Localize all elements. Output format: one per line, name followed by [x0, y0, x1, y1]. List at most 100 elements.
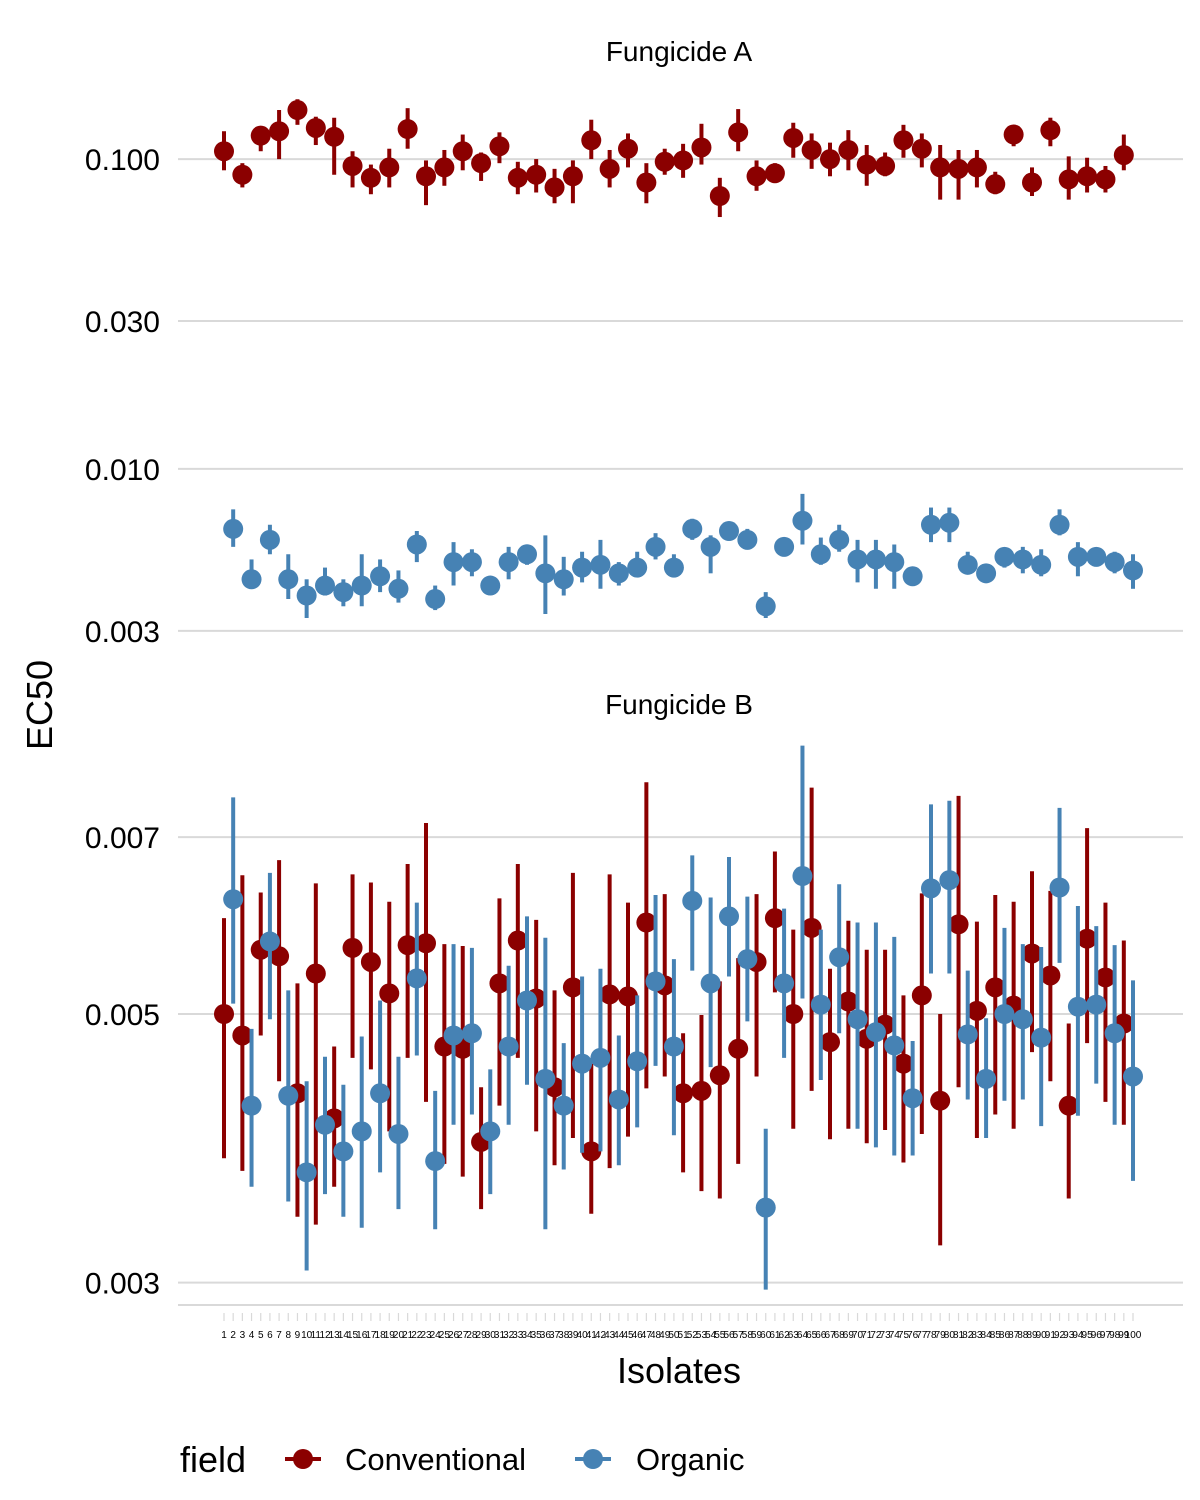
point-organic — [1086, 546, 1107, 567]
point-conventional — [489, 973, 510, 994]
x-axis-title: Isolates — [617, 1350, 741, 1391]
x-tick-label: 22 — [411, 1330, 423, 1341]
point-conventional — [801, 917, 822, 938]
x-tick-label: 57 — [733, 1330, 745, 1341]
x-tick-label: 79 — [935, 1330, 947, 1341]
point-organic — [1049, 877, 1070, 898]
point-organic — [1012, 1009, 1033, 1030]
point-organic — [241, 569, 262, 590]
point-conventional — [618, 986, 638, 1007]
point-conventional — [599, 984, 620, 1005]
point-organic — [939, 512, 960, 533]
x-tick-label: 78 — [925, 1330, 937, 1341]
point-organic — [755, 1197, 776, 1218]
y-tick-label: 0.030 — [85, 306, 160, 339]
point-organic — [443, 552, 464, 573]
x-tick-label: 56 — [723, 1330, 735, 1341]
x-tick-label: 18 — [375, 1330, 387, 1341]
point-organic — [700, 536, 721, 557]
x-tick-label: 62 — [779, 1330, 791, 1341]
x-tick-label: 88 — [1017, 1330, 1029, 1341]
facet-fungicide-b: Fungicide B 0.007 0.005 0.003 — [85, 689, 1183, 1301]
x-tick-label: 28 — [466, 1330, 478, 1341]
point-conventional — [379, 157, 400, 178]
x-tick-label: 14 — [338, 1330, 350, 1341]
point-organic — [1067, 996, 1088, 1017]
point-conventional — [948, 158, 969, 179]
point-organic — [645, 536, 666, 557]
point-organic — [259, 931, 280, 952]
point-organic — [1104, 552, 1125, 573]
legend-label-conventional: Conventional — [345, 1442, 526, 1477]
point-organic — [1049, 514, 1070, 535]
point-organic — [608, 1089, 629, 1110]
point-organic — [406, 534, 427, 555]
point-organic — [535, 563, 556, 584]
point-organic — [774, 973, 795, 994]
x-tick-label: 73 — [880, 1330, 892, 1341]
x-tick-label: 52 — [687, 1330, 699, 1341]
x-tick-label: 69 — [843, 1330, 855, 1341]
legend-key-dot-conventional — [293, 1449, 313, 1469]
x-tick-label: 8 — [285, 1330, 291, 1341]
point-organic — [535, 1068, 556, 1089]
point-conventional — [673, 1083, 694, 1104]
point-conventional — [360, 167, 381, 188]
point-organic — [517, 544, 537, 565]
x-tick-label: 45 — [622, 1330, 634, 1341]
point-organic — [461, 1023, 482, 1044]
x-tick-label: 13 — [329, 1330, 341, 1341]
point-organic — [902, 1088, 923, 1109]
point-organic — [1031, 1027, 1052, 1048]
point-conventional — [838, 139, 859, 160]
point-conventional — [342, 155, 363, 176]
x-tick-label: 26 — [448, 1330, 460, 1341]
point-organic — [370, 566, 391, 587]
point-organic — [810, 994, 831, 1015]
x-tick-label: 91 — [1045, 1330, 1057, 1341]
x-tick-label: 76 — [907, 1330, 919, 1341]
x-tick-label: 19 — [384, 1330, 396, 1341]
point-organic — [1104, 1023, 1125, 1044]
point-organic — [994, 546, 1015, 567]
point-organic — [388, 1123, 409, 1144]
x-tick-label: 46 — [632, 1330, 644, 1341]
point-organic — [223, 889, 244, 910]
x-tick-label: 94 — [1072, 1330, 1084, 1341]
x-tick-label: 90 — [1036, 1330, 1048, 1341]
point-conventional — [544, 177, 565, 198]
x-tick-label: 93 — [1063, 1330, 1075, 1341]
point-organic — [847, 1009, 868, 1030]
x-tick-label: 71 — [861, 1330, 873, 1341]
point-conventional — [1022, 172, 1042, 193]
point-organic — [737, 529, 758, 550]
x-tick-label: 38 — [558, 1330, 570, 1341]
point-organic — [315, 575, 335, 596]
point-organic — [480, 575, 501, 596]
point-organic — [682, 518, 703, 539]
x-axis: 1 2 3 4 5 6 7 8 9 1011121314151617181920212223242… — [178, 1304, 1183, 1391]
point-organic — [921, 878, 941, 899]
point-conventional — [1077, 928, 1098, 949]
point-conventional — [434, 157, 455, 178]
point-conventional — [636, 172, 657, 193]
point-organic — [241, 1095, 262, 1116]
x-tick-label: 100 — [1125, 1330, 1142, 1341]
point-conventional — [360, 951, 381, 972]
legend-title: field — [180, 1439, 246, 1480]
x-tick-marks — [223, 1313, 1134, 1321]
x-tick-label: 40 — [577, 1330, 589, 1341]
point-conventional — [764, 908, 785, 929]
x-tick-label: 25 — [439, 1330, 451, 1341]
point-organic — [663, 557, 684, 578]
point-organic — [976, 1068, 997, 1089]
point-organic — [700, 973, 721, 994]
x-tick-label: 63 — [788, 1330, 800, 1341]
point-conventional — [452, 141, 473, 162]
y-tick-label: 0.100 — [85, 144, 160, 177]
point-conventional — [507, 167, 528, 188]
point-conventional — [1022, 943, 1042, 964]
point-organic — [829, 947, 850, 968]
point-conventional — [691, 1080, 712, 1101]
point-conventional — [526, 164, 547, 185]
